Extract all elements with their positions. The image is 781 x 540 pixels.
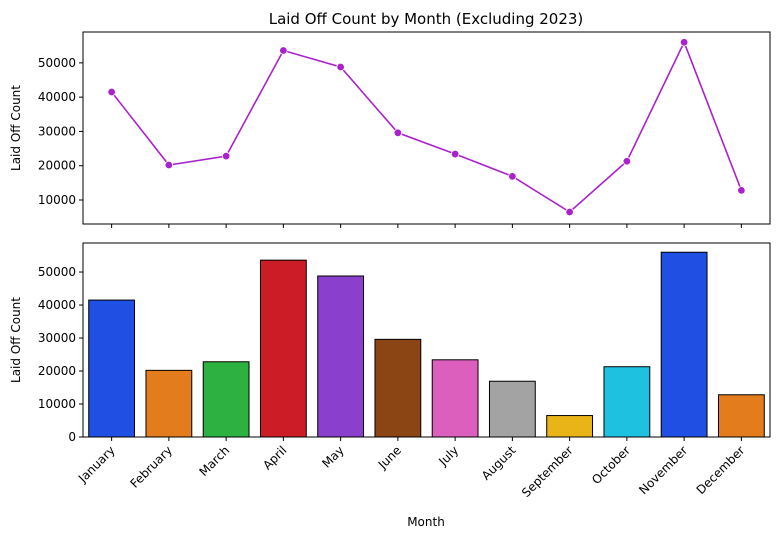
- bar-chart-ytick-label: 10000: [38, 397, 76, 411]
- line-point: [221, 151, 231, 161]
- bar: [717, 394, 765, 438]
- bar: [202, 361, 250, 438]
- bar: [431, 359, 479, 438]
- bar-chart-ytick-label: 50000: [38, 265, 76, 279]
- line-chart-ytick-label: 20000: [38, 159, 76, 173]
- bar-chart-frame: [82, 242, 771, 438]
- line-point: [164, 160, 174, 170]
- bar-chart-ylabel: Laid Off Count: [9, 297, 23, 383]
- bar: [660, 251, 708, 438]
- line-point: [336, 62, 345, 72]
- line-point: [279, 46, 288, 55]
- bar-chart-ytick-label: 20000: [38, 364, 76, 378]
- bar-chart-ytick-label: 0: [68, 430, 76, 444]
- line-point: [107, 87, 116, 97]
- line-point: [679, 38, 689, 47]
- line-chart-ytick-label: 50000: [38, 56, 76, 70]
- bar: [374, 338, 422, 438]
- bar: [88, 299, 136, 438]
- line-chart-ytick-label: 10000: [38, 193, 76, 207]
- line-point: [737, 186, 746, 195]
- line-chart-panel: 10000 20000 30000 40000 50000: [38, 38, 746, 228]
- bar: [546, 415, 594, 438]
- line-point: [508, 172, 517, 181]
- bar-chart-ytick-label: 40000: [38, 298, 76, 312]
- bar-chart-xlabel: Month: [407, 515, 445, 529]
- line-point: [622, 157, 632, 166]
- line-series: [110, 40, 743, 213]
- chart-title: Laid Off Count by Month (Excluding 2023): [269, 10, 584, 28]
- line-chart-frame: [82, 31, 771, 225]
- bar: [488, 380, 536, 438]
- line-chart-ytick-label: 30000: [38, 124, 76, 138]
- line-point: [450, 149, 460, 159]
- line-chart-ytick-label: 40000: [38, 90, 76, 104]
- bar: [317, 275, 365, 438]
- bar: [259, 259, 307, 438]
- line-chart-ylabel: Laid Off Count: [9, 85, 23, 171]
- line-point: [393, 128, 403, 137]
- bar: [145, 369, 193, 438]
- line-point: [565, 207, 574, 217]
- bar: [603, 366, 651, 438]
- bar-chart-ytick-label: 30000: [38, 331, 76, 345]
